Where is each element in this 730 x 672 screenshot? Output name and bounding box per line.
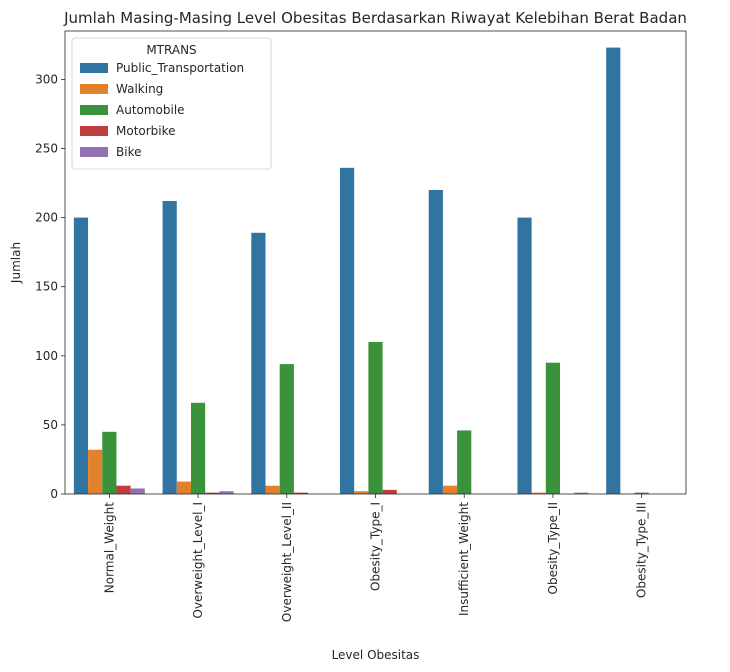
x-tick-label: Obesity_Type_II <box>546 502 560 594</box>
y-axis: 0 50 100 150 200 250 300 <box>35 72 65 501</box>
bar-automobile-obesity-type-i <box>368 341 383 494</box>
legend-entry-label: Public_Transportation <box>116 61 244 75</box>
legend-entry-label: Walking <box>116 82 163 96</box>
legend-entry-label: Bike <box>116 145 141 159</box>
bar-public-transportation-overweight-level-i <box>162 200 177 494</box>
bar-bike-overweight-level-i <box>219 491 234 494</box>
bar-walking-overweight-level-ii <box>265 485 280 494</box>
bars-group <box>73 47 649 495</box>
bar-walking-insufficient-weight <box>442 485 458 494</box>
bar-automobile-normal-weight <box>102 431 117 494</box>
bar-bike-obesity-type-ii <box>574 492 589 494</box>
legend-swatch <box>80 147 108 157</box>
y-tick-label: 100 <box>35 349 58 363</box>
bar-bike-normal-weight <box>130 488 145 494</box>
bar-public-transportation-obesity-type-i <box>340 167 355 495</box>
bar-motorbike-obesity-type-i <box>382 489 397 494</box>
y-tick-label: 50 <box>43 418 58 432</box>
bar-public-transportation-insufficient-weight <box>428 189 443 494</box>
legend-swatch <box>80 84 108 94</box>
bar-public-transportation-overweight-level-ii <box>251 232 266 494</box>
bar-public-transportation-normal-weight <box>73 217 89 494</box>
bar-motorbike-normal-weight <box>116 485 131 494</box>
legend-swatch <box>80 63 108 73</box>
y-tick-label: 300 <box>35 72 58 86</box>
x-axis-label: Level Obesitas <box>332 648 420 662</box>
legend-swatch <box>80 126 108 136</box>
bar-public-transportation-obesity-type-iii <box>606 47 621 494</box>
chart-title: Jumlah Masing-Masing Level Obesitas Berd… <box>63 9 687 27</box>
x-tick-label: Overweight_Level_I <box>191 502 205 619</box>
legend-box <box>71 37 272 170</box>
legend-entry-label: Motorbike <box>116 124 176 138</box>
x-tick-label: Overweight_Level_II <box>280 502 294 622</box>
y-tick-label: 150 <box>35 280 58 294</box>
bar-automobile-insufficient-weight <box>457 430 472 494</box>
x-axis: Normal_Weight Overweight_Level_I Overweigh… <box>102 494 649 622</box>
y-tick-label: 200 <box>35 211 58 225</box>
x-tick-label: Normal_Weight <box>102 502 116 594</box>
legend: MTRANS Public_Transportation Walking Autom… <box>71 37 272 170</box>
bar-public-transportation-obesity-type-ii <box>517 217 532 494</box>
bar-automobile-obesity-type-iii <box>634 492 649 494</box>
legend-swatch <box>80 105 108 115</box>
y-tick-label: 0 <box>50 487 58 501</box>
legend-entry-label: Automobile <box>116 103 185 117</box>
y-axis-label: Jumlah <box>9 242 23 284</box>
bar-walking-obesity-type-i <box>354 491 369 494</box>
bar-motorbike-overweight-level-i <box>205 492 220 494</box>
bar-automobile-overweight-level-ii <box>279 364 294 494</box>
x-tick-label: Obesity_Type_I <box>369 502 383 591</box>
x-tick-label: Obesity_Type_III <box>635 502 649 598</box>
legend-title: MTRANS <box>146 43 196 57</box>
bar-walking-obesity-type-ii <box>531 492 546 494</box>
bar-automobile-obesity-type-ii <box>545 362 561 494</box>
bar-automobile-overweight-level-i <box>190 402 206 494</box>
bar-walking-normal-weight <box>88 449 103 494</box>
x-tick-label: Insufficient_Weight <box>457 502 471 616</box>
bar-walking-overweight-level-i <box>176 481 191 494</box>
y-tick-label: 250 <box>35 141 58 155</box>
bar-motorbike-overweight-level-ii <box>293 492 309 494</box>
